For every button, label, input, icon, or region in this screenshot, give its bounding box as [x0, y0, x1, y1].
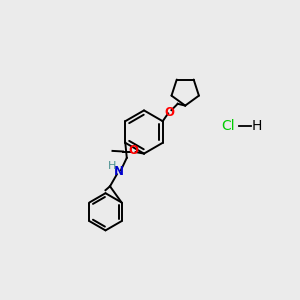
Text: H: H [251, 119, 262, 133]
Text: Cl: Cl [221, 119, 235, 133]
Text: N: N [114, 165, 124, 178]
Text: O: O [164, 106, 174, 119]
Text: H: H [108, 161, 116, 171]
Text: O: O [128, 144, 138, 158]
